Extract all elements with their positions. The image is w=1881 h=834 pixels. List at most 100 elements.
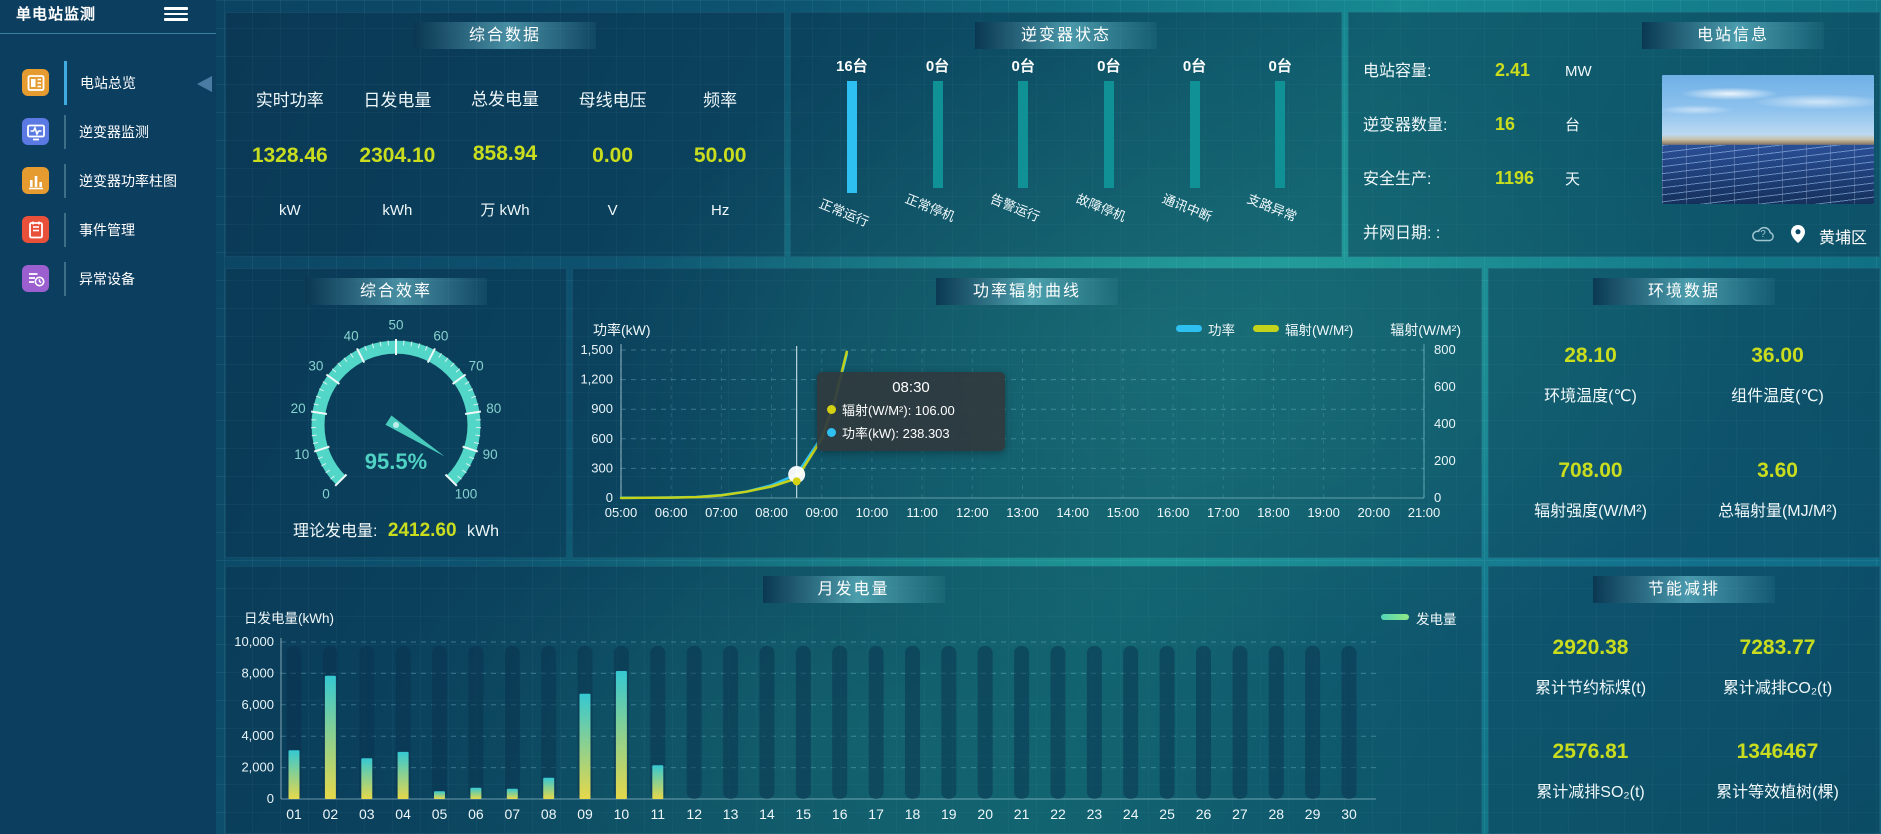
sidebar-item-label: 电站总览 xyxy=(80,74,136,91)
svg-text:03: 03 xyxy=(359,806,375,822)
svg-text:10: 10 xyxy=(614,806,630,822)
sidebar-item-station-overview[interactable]: 电站总览 xyxy=(0,58,216,107)
hover-marker xyxy=(788,465,806,483)
svg-text:15:00: 15:00 xyxy=(1107,505,1140,520)
svg-text:16:00: 16:00 xyxy=(1157,505,1190,520)
station-overview-icon xyxy=(22,69,49,96)
svg-text:4,000: 4,000 xyxy=(241,728,274,743)
inverter-monitor-icon xyxy=(22,118,49,145)
chart-tooltip: 08:30 辐射(W/M²): 106.00 功率(kW): 238.303 xyxy=(817,372,1005,451)
svg-text:60: 60 xyxy=(433,328,448,343)
collapse-sidebar-arrow[interactable] xyxy=(197,76,212,92)
panel-title-summary: 综合数据 xyxy=(414,22,596,49)
generation-bar xyxy=(506,788,518,799)
inverter-status-item: 0台 支路异常 xyxy=(1245,58,1300,225)
svg-text:06: 06 xyxy=(468,806,484,822)
svg-text:13: 13 xyxy=(723,806,739,822)
svg-text:功率(kW): 功率(kW) xyxy=(593,322,651,338)
sidebar-item-label: 逆变器监测 xyxy=(79,123,149,140)
svg-text:07:00: 07:00 xyxy=(705,505,738,520)
panel-environment: 环境数据 28.10 环境温度(℃) 36.00 组件温度(℃) 708.00 … xyxy=(1488,268,1880,558)
panel-title-station-info: 电站信息 xyxy=(1642,22,1824,49)
metric-bus-voltage: 母线电压 0.00 V xyxy=(578,90,647,220)
app-title: 单电站监测 xyxy=(16,6,97,23)
panel-monthly-generation: 月发电量 0 2,000 4,000 6,000 8,000 10,000 日发电量(kWh… xyxy=(225,566,1482,834)
svg-text:26: 26 xyxy=(1196,806,1212,822)
svg-text:90: 90 xyxy=(483,447,498,462)
sidebar: 单电站监测 电站总览 逆变器监测 逆变器功率柱图 xyxy=(0,0,216,834)
status-bar xyxy=(932,81,943,188)
inverter-count-row: 逆变器数量: 16 台 xyxy=(1363,114,1581,134)
status-bar xyxy=(846,81,857,193)
svg-text:14:00: 14:00 xyxy=(1056,505,1089,520)
grid-date-row: 并网日期: : xyxy=(1363,225,1441,242)
svg-text:10:00: 10:00 xyxy=(856,505,889,520)
svg-text:17: 17 xyxy=(868,806,884,822)
svg-text:功率: 功率 xyxy=(1208,322,1235,338)
panel-summary: 综合数据 实时功率 1328.46 kW 日发电量 2304.10 kWh 总发… xyxy=(225,12,785,257)
weather-cloud-icon[interactable]: ? xyxy=(1750,224,1777,248)
monthly-generation-bar-chart[interactable]: 0 2,000 4,000 6,000 8,000 10,000 日发电量(kWh) 01 02… xyxy=(226,567,1481,833)
svg-text:10: 10 xyxy=(294,447,309,462)
tooltip-row: 功率(kW): 238.303 xyxy=(827,423,995,442)
svg-text:?: ? xyxy=(1760,229,1766,240)
panel-title-monthly-generation: 月发电量 xyxy=(762,576,945,603)
svg-text:6,000: 6,000 xyxy=(241,697,274,712)
svg-text:20: 20 xyxy=(977,806,993,822)
svg-text:25: 25 xyxy=(1159,806,1175,822)
status-bar xyxy=(1275,81,1286,188)
svg-text:0: 0 xyxy=(322,487,330,502)
sidebar-item-inverter-monitor[interactable]: 逆变器监测 xyxy=(0,107,216,156)
sidebar-header: 单电站监测 xyxy=(0,0,216,34)
generation-bar xyxy=(543,777,555,799)
svg-text:95.5%: 95.5% xyxy=(365,449,427,474)
generation-bar xyxy=(579,693,591,799)
svg-text:08: 08 xyxy=(541,806,557,822)
svg-text:13:00: 13:00 xyxy=(1006,505,1039,520)
tooltip-time: 08:30 xyxy=(892,379,930,396)
sidebar-item-abnormal-device[interactable]: 异常设备 xyxy=(0,254,216,303)
svg-text:100: 100 xyxy=(455,487,478,502)
svg-text:2,000: 2,000 xyxy=(241,760,274,775)
svg-text:02: 02 xyxy=(323,806,339,822)
panel-title-efficiency: 综合效率 xyxy=(305,278,487,305)
coal-saved: 2920.38 累计节约标煤(t) xyxy=(1534,636,1647,697)
power-radiation-line-chart[interactable]: 0 300 600 900 1,200 1,500 0 200 400 600 800 05:00 06… xyxy=(573,269,1481,557)
inverter-status-item: 0台 通讯中断 xyxy=(1159,58,1214,225)
abnormal-device-icon xyxy=(22,265,49,292)
sidebar-item-inverter-power-bars[interactable]: 逆变器功率柱图 xyxy=(0,156,216,205)
svg-text:20:00: 20:00 xyxy=(1358,505,1391,520)
svg-text:14: 14 xyxy=(759,806,775,822)
location-pin-icon[interactable] xyxy=(1790,224,1805,248)
svg-text:11:00: 11:00 xyxy=(906,505,938,520)
svg-text:23: 23 xyxy=(1087,806,1103,822)
status-bar xyxy=(1018,81,1029,188)
hamburger-menu-icon[interactable] xyxy=(164,4,188,22)
svg-text:0: 0 xyxy=(267,791,274,806)
panel-title-power-radiation: 功率辐射曲线 xyxy=(936,278,1118,305)
inverter-status-item: 16台 正常运行 xyxy=(816,58,871,230)
sidebar-item-event-management[interactable]: 事件管理 xyxy=(0,205,216,254)
svg-text:28: 28 xyxy=(1269,806,1285,822)
district-name: 黄埔区 xyxy=(1818,230,1867,247)
svg-text:09: 09 xyxy=(577,806,593,822)
svg-text:辐射(W/M²): 辐射(W/M²) xyxy=(1390,322,1461,338)
status-bar xyxy=(1103,81,1114,188)
svg-text:辐射(W/M²): 辐射(W/M²) xyxy=(1285,323,1353,338)
svg-text:18: 18 xyxy=(905,806,921,822)
environment-metrics: 28.10 环境温度(℃) 36.00 组件温度(℃) 708.00 辐射强度(… xyxy=(1497,317,1871,547)
svg-text:70: 70 xyxy=(469,358,484,373)
svg-text:05: 05 xyxy=(432,806,448,822)
svg-text:1,500: 1,500 xyxy=(580,342,613,357)
energy-saving-metrics: 2920.38 累计节约标煤(t) 7283.77 累计减排CO₂(t) 257… xyxy=(1497,615,1871,823)
co2-reduced: 7283.77 累计减排CO₂(t) xyxy=(1722,636,1833,697)
theoretical-generation: 理论发电量: 2412.60 kWh xyxy=(292,520,500,541)
svg-text:50: 50 xyxy=(388,318,403,333)
inverter-status-chart[interactable]: 16台 正常运行 0台 正常停机 0台 告警运行 0台 故障停机 0台 通讯中断… xyxy=(809,55,1323,252)
svg-text:04: 04 xyxy=(395,806,411,822)
svg-text:20: 20 xyxy=(291,401,306,416)
generation-bar xyxy=(361,758,373,799)
svg-text:17:00: 17:00 xyxy=(1207,505,1240,520)
station-photo xyxy=(1662,75,1874,204)
ambient-temperature: 28.10 环境温度(℃) xyxy=(1544,343,1637,405)
